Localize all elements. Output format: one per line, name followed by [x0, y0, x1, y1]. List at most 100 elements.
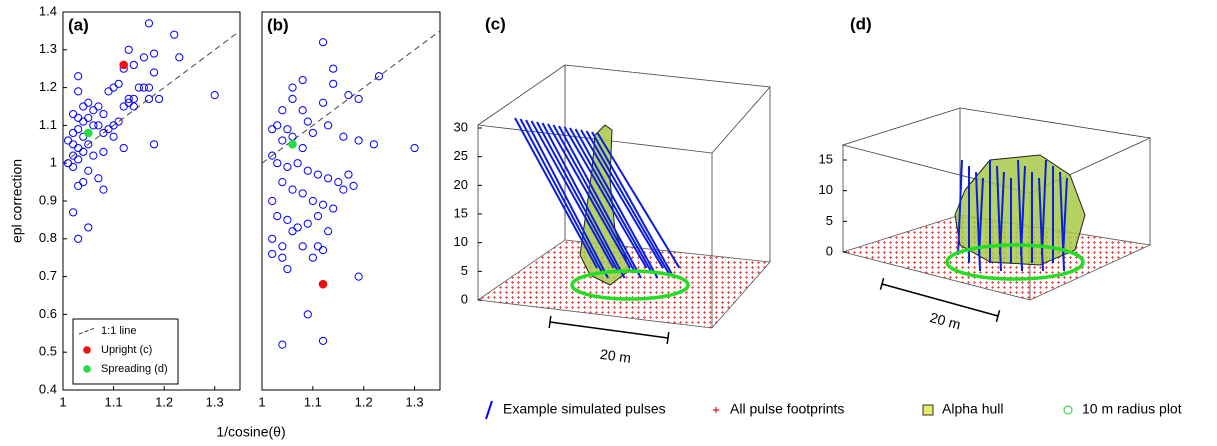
point — [74, 72, 83, 81]
z-tick-label: 15 — [454, 205, 468, 220]
point — [278, 106, 287, 115]
point — [99, 185, 108, 194]
point — [109, 83, 118, 92]
plot-circle — [945, 243, 1085, 281]
scale-bar — [549, 321, 669, 339]
x-tick-label: 1 — [59, 394, 66, 409]
point — [344, 170, 353, 179]
legend-label: 1:1 line — [101, 325, 136, 337]
point — [89, 151, 98, 160]
y-tick-label: 1.1 — [39, 117, 57, 132]
pulse — [999, 171, 1005, 256]
pulse — [1062, 177, 1068, 256]
y-tick-label: 0.9 — [39, 192, 57, 207]
point — [374, 72, 384, 81]
point — [303, 117, 312, 126]
point — [83, 128, 93, 138]
legend-swatch — [485, 400, 493, 420]
point — [268, 151, 277, 160]
x-axis-label: 1/cosine(θ) — [216, 424, 285, 440]
point — [94, 121, 103, 130]
point — [278, 136, 287, 145]
pulses — [514, 117, 681, 279]
point — [84, 223, 93, 232]
point — [84, 140, 93, 149]
point — [318, 336, 328, 345]
pulse — [569, 127, 653, 274]
point — [144, 94, 154, 104]
pulse — [558, 125, 642, 279]
point — [170, 30, 179, 39]
pulse — [574, 128, 659, 279]
point — [339, 132, 348, 141]
point — [63, 136, 73, 145]
point — [313, 170, 323, 179]
point — [308, 196, 317, 206]
panel-label: (b) — [267, 15, 289, 34]
legend-label: Upright (c) — [101, 344, 152, 356]
y-tick-label: 1.3 — [39, 41, 57, 56]
point — [69, 140, 78, 149]
point — [74, 181, 83, 190]
point — [293, 223, 302, 232]
pulse — [519, 118, 604, 274]
point — [129, 102, 138, 111]
point — [324, 121, 333, 130]
y-tick-label: 1.4 — [39, 3, 57, 18]
point — [94, 174, 103, 183]
point — [318, 279, 328, 289]
legend-label: Example simulated pulses — [503, 401, 666, 417]
point — [129, 94, 138, 104]
point — [410, 143, 419, 153]
point — [154, 94, 164, 104]
point — [74, 87, 83, 96]
legend-swatch — [1063, 405, 1073, 415]
pulse — [552, 124, 637, 274]
point — [273, 159, 282, 168]
point — [303, 166, 312, 175]
y-tick-label: 1.2 — [39, 79, 57, 94]
point — [114, 117, 123, 126]
z-tick-label: 5 — [826, 213, 833, 228]
pulse — [1020, 165, 1026, 256]
point — [74, 113, 83, 122]
x-tick-label: 1.2 — [155, 394, 173, 409]
point — [74, 125, 83, 134]
point — [74, 143, 83, 153]
y-tick-label: 1 — [50, 155, 57, 170]
legend-label: Alpha hull — [942, 401, 1004, 417]
point — [149, 49, 159, 58]
point — [69, 128, 78, 138]
point — [84, 113, 93, 122]
z-tick-label: 25 — [454, 148, 468, 163]
z-tick-label: 5 — [461, 263, 468, 278]
point — [344, 91, 353, 100]
scale-bar-end — [879, 278, 885, 290]
point — [74, 155, 83, 164]
point — [69, 208, 78, 217]
point — [288, 185, 297, 194]
point — [69, 109, 78, 119]
point — [293, 159, 302, 168]
point — [369, 140, 378, 149]
point — [324, 227, 333, 236]
point — [298, 75, 307, 85]
point — [298, 106, 307, 115]
point — [313, 212, 323, 221]
plot-frame — [261, 11, 441, 391]
point — [129, 60, 138, 70]
legend-swatch — [83, 346, 91, 354]
point — [329, 204, 338, 213]
scale-label: 20 m — [928, 309, 962, 333]
legend-swatch — [83, 365, 91, 373]
point — [84, 98, 93, 107]
pulse — [514, 117, 598, 269]
z-tick-label: 15 — [819, 151, 833, 166]
point — [354, 94, 363, 104]
reference-line — [262, 30, 440, 164]
box-top — [476, 64, 771, 154]
y-tick-label: 0.5 — [39, 344, 57, 359]
point — [288, 140, 297, 149]
point — [329, 64, 338, 73]
panel-label: (a) — [68, 15, 89, 34]
